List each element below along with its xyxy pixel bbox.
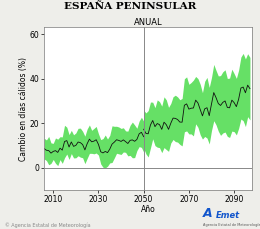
Title: ANUAL: ANUAL [134, 19, 162, 27]
Text: ESPAÑA PENINSULAR: ESPAÑA PENINSULAR [64, 2, 196, 11]
Text: Emet: Emet [216, 211, 240, 220]
X-axis label: Año: Año [141, 205, 155, 214]
Text: A: A [203, 207, 212, 220]
Text: © Agencia Estatal de Meteorología: © Agencia Estatal de Meteorología [5, 222, 91, 228]
Y-axis label: Cambio en días cálidos (%): Cambio en días cálidos (%) [19, 57, 28, 161]
Text: Agencia Estatal de Meteorología: Agencia Estatal de Meteorología [203, 223, 260, 227]
